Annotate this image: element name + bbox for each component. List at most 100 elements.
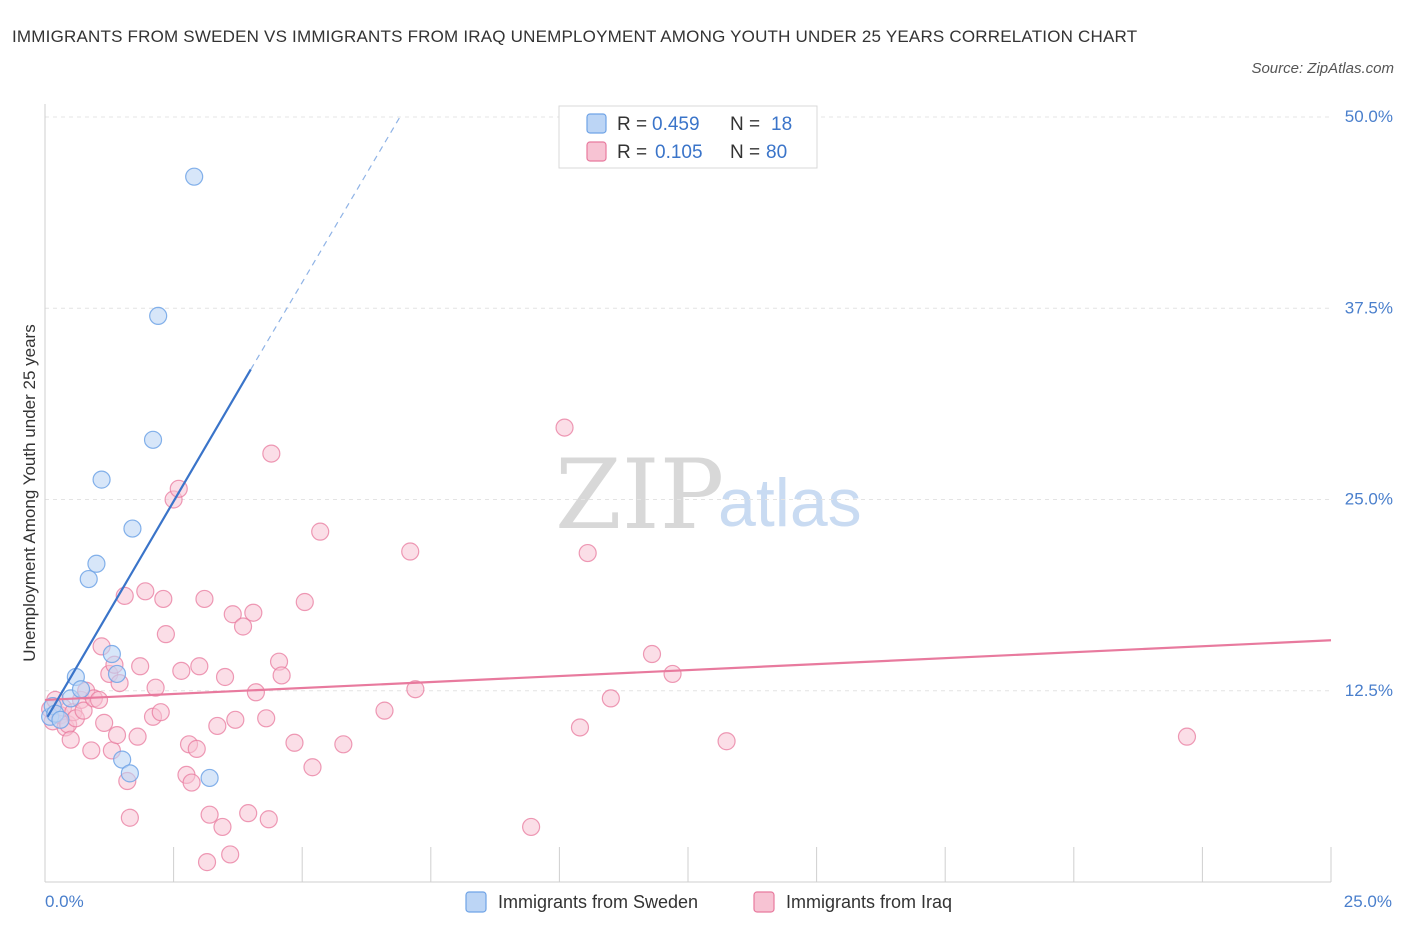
sweden-point: [120, 764, 139, 783]
iraq-point: [215, 667, 235, 687]
sweden-point: [123, 519, 142, 538]
y-axis-title: Unemployment Among Youth under 25 years: [20, 324, 39, 661]
correlation-legend: R = 0.459 N = 18 R = 0.105 N = 80: [558, 105, 818, 169]
y-tick-label: 12.5%: [1345, 681, 1393, 700]
iraq-point: [61, 730, 80, 749]
iraq-point: [334, 735, 353, 754]
sweden-point: [51, 710, 70, 729]
trend-lines: [44, 116, 1332, 718]
legend-r-label-sweden: R =: [617, 114, 647, 135]
iraq-point: [717, 732, 736, 751]
legend-n-value-iraq: 80: [766, 142, 787, 163]
iraq-point: [257, 709, 276, 728]
series-legend: Immigrants from Sweden Immigrants from I…: [465, 891, 952, 913]
legend-n-label-sweden: N =: [730, 114, 760, 135]
source-credit: Source: ZipAtlas.com: [1251, 60, 1394, 77]
iraq-point: [151, 703, 170, 722]
iraq-point: [128, 727, 147, 746]
sweden-point: [71, 680, 91, 699]
iraq-point: [601, 689, 620, 708]
bottom-legend-label-sweden: Immigrants from Sweden: [498, 892, 698, 912]
iraq-point: [295, 592, 314, 612]
iraq-point: [642, 644, 662, 664]
iraq-point: [233, 617, 253, 636]
iraq-point: [95, 713, 114, 732]
iraq-point: [136, 582, 155, 601]
iraq-point: [401, 542, 420, 561]
bottom-legend-swatch-sweden: [465, 891, 487, 913]
y-tick-label: 50.0%: [1345, 107, 1393, 126]
legend-n-value-sweden: 18: [771, 114, 792, 135]
iraq-point: [120, 808, 139, 827]
iraq-point: [156, 625, 175, 644]
y-tick-label: 37.5%: [1345, 298, 1393, 317]
iraq-point: [311, 522, 330, 541]
iraq-point: [303, 758, 322, 777]
iraq-point: [107, 726, 127, 745]
iraq-point: [570, 718, 590, 737]
legend-r-value-iraq: 0.105: [655, 142, 703, 163]
iraq-point: [246, 683, 266, 702]
sweden-trend-line: [46, 368, 252, 718]
chart-title: IMMIGRANTS FROM SWEDEN VS IMMIGRANTS FRO…: [12, 27, 1138, 46]
gridlines: [45, 116, 1331, 692]
watermark-zip: ZIP: [555, 439, 724, 551]
iraq-point: [213, 817, 232, 837]
iraq-point: [200, 805, 219, 824]
iraq-point: [223, 605, 242, 624]
iraq-point: [131, 657, 150, 676]
iraq-point: [239, 804, 258, 823]
iraq-point: [154, 589, 173, 609]
iraq-point: [1177, 727, 1197, 746]
iraq-point: [663, 664, 682, 684]
iraq-point: [375, 701, 394, 720]
legend-r-label-iraq: R =: [617, 142, 647, 163]
iraq-point: [182, 773, 201, 792]
iraq-point: [244, 603, 263, 622]
sweden-point: [200, 768, 219, 788]
iraq-point: [74, 701, 93, 720]
iraq-point: [190, 657, 209, 676]
legend-r-value-sweden: 0.459: [652, 114, 700, 135]
iraq-point: [172, 661, 191, 680]
sweden-point: [102, 644, 121, 664]
iraq-point: [285, 733, 304, 752]
sweden-point: [143, 430, 163, 449]
bottom-legend-swatch-iraq: [753, 891, 775, 913]
y-tick-label: 25.0%: [1345, 490, 1393, 509]
legend-swatch-sweden: [586, 113, 607, 134]
y-tick-labels: 12.5% 25.0% 37.5% 50.0%: [1345, 107, 1393, 700]
series-sweden-points: [41, 167, 219, 788]
sweden-trend-extension: [250, 116, 401, 370]
x-tick-label-max: 25.0%: [1344, 892, 1392, 911]
iraq-point: [262, 444, 281, 463]
watermark-atlas: atlas: [718, 465, 862, 541]
iraq-point: [208, 716, 227, 736]
sweden-point: [87, 554, 106, 573]
legend-swatch-iraq: [586, 141, 607, 162]
sweden-point: [149, 306, 168, 325]
iraq-point: [197, 853, 217, 872]
iraq-point: [221, 845, 240, 864]
iraq-point: [89, 690, 109, 710]
iraq-point: [146, 678, 165, 697]
sweden-point: [79, 569, 98, 589]
iraq-point: [259, 810, 278, 829]
iraq-point: [226, 710, 245, 729]
bottom-legend-label-iraq: Immigrants from Iraq: [786, 892, 952, 912]
sweden-point: [107, 664, 127, 684]
x-axis-ticks: [44, 847, 1332, 882]
x-tick-label-min: 0.0%: [45, 892, 84, 911]
legend-n-label-iraq: N =: [730, 142, 760, 163]
iraq-point: [272, 666, 291, 685]
sweden-point: [92, 470, 111, 489]
iraq-point: [578, 543, 597, 563]
iraq-point: [187, 739, 206, 758]
iraq-point: [522, 817, 541, 837]
iraq-point: [82, 741, 101, 760]
iraq-point: [406, 680, 425, 699]
sweden-point: [113, 750, 132, 769]
iraq-point: [555, 418, 574, 437]
sweden-point: [185, 167, 204, 186]
